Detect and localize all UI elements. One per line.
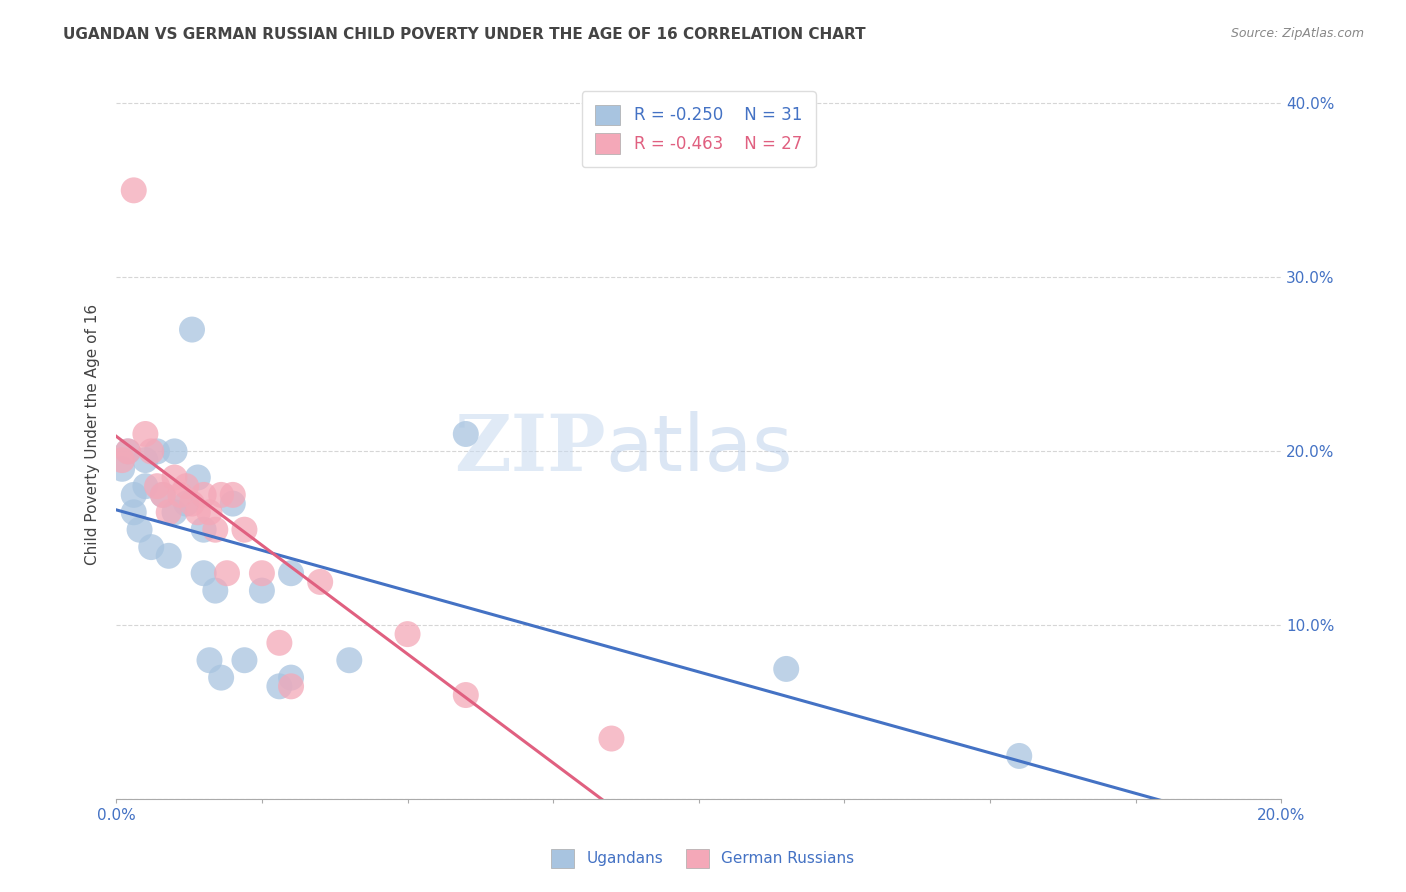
Point bbox=[233, 523, 256, 537]
Legend: R = -0.250    N = 31, R = -0.463    N = 27: R = -0.250 N = 31, R = -0.463 N = 27 bbox=[582, 92, 815, 167]
Point bbox=[337, 653, 360, 667]
Point bbox=[152, 488, 174, 502]
Point bbox=[134, 427, 156, 442]
Point bbox=[269, 636, 291, 650]
Point bbox=[187, 505, 209, 519]
Point bbox=[250, 566, 273, 581]
Point bbox=[215, 566, 238, 581]
Point bbox=[280, 671, 302, 685]
Point bbox=[222, 488, 245, 502]
Point bbox=[454, 427, 477, 442]
Y-axis label: Child Poverty Under the Age of 16: Child Poverty Under the Age of 16 bbox=[86, 303, 100, 565]
Point bbox=[122, 183, 145, 197]
Point bbox=[157, 505, 180, 519]
Point bbox=[193, 523, 215, 537]
Point bbox=[146, 444, 169, 458]
Point bbox=[181, 322, 204, 336]
Point bbox=[169, 488, 191, 502]
Point bbox=[198, 505, 221, 519]
Point bbox=[117, 444, 139, 458]
Point bbox=[181, 497, 204, 511]
Point bbox=[111, 453, 134, 467]
Point bbox=[193, 566, 215, 581]
Point bbox=[174, 497, 197, 511]
Point bbox=[134, 453, 156, 467]
Point bbox=[209, 488, 232, 502]
Point bbox=[209, 671, 232, 685]
Point bbox=[122, 505, 145, 519]
Text: ZIP: ZIP bbox=[454, 410, 606, 487]
Point bbox=[198, 653, 221, 667]
Point bbox=[141, 444, 163, 458]
Point bbox=[454, 688, 477, 702]
Text: atlas: atlas bbox=[606, 410, 793, 487]
Point bbox=[193, 488, 215, 502]
Point bbox=[775, 662, 797, 676]
Point bbox=[204, 583, 226, 598]
Point bbox=[157, 549, 180, 563]
Point bbox=[269, 679, 291, 693]
Point bbox=[174, 479, 197, 493]
Point bbox=[396, 627, 419, 641]
Point bbox=[187, 470, 209, 484]
Point bbox=[163, 470, 186, 484]
Point bbox=[309, 574, 332, 589]
Point bbox=[128, 523, 150, 537]
Point bbox=[280, 679, 302, 693]
Point bbox=[122, 488, 145, 502]
Point bbox=[163, 505, 186, 519]
Point bbox=[152, 488, 174, 502]
Point bbox=[280, 566, 302, 581]
Point bbox=[1008, 748, 1031, 763]
Point bbox=[146, 479, 169, 493]
Text: UGANDAN VS GERMAN RUSSIAN CHILD POVERTY UNDER THE AGE OF 16 CORRELATION CHART: UGANDAN VS GERMAN RUSSIAN CHILD POVERTY … bbox=[63, 27, 866, 42]
Point bbox=[222, 497, 245, 511]
Point bbox=[163, 444, 186, 458]
Point bbox=[600, 731, 623, 746]
Point bbox=[134, 479, 156, 493]
Point bbox=[117, 444, 139, 458]
Point bbox=[111, 462, 134, 476]
Text: Source: ZipAtlas.com: Source: ZipAtlas.com bbox=[1230, 27, 1364, 40]
Point bbox=[233, 653, 256, 667]
Point bbox=[250, 583, 273, 598]
Point bbox=[141, 540, 163, 554]
Legend: Ugandans, German Russians: Ugandans, German Russians bbox=[540, 837, 866, 880]
Point bbox=[204, 523, 226, 537]
